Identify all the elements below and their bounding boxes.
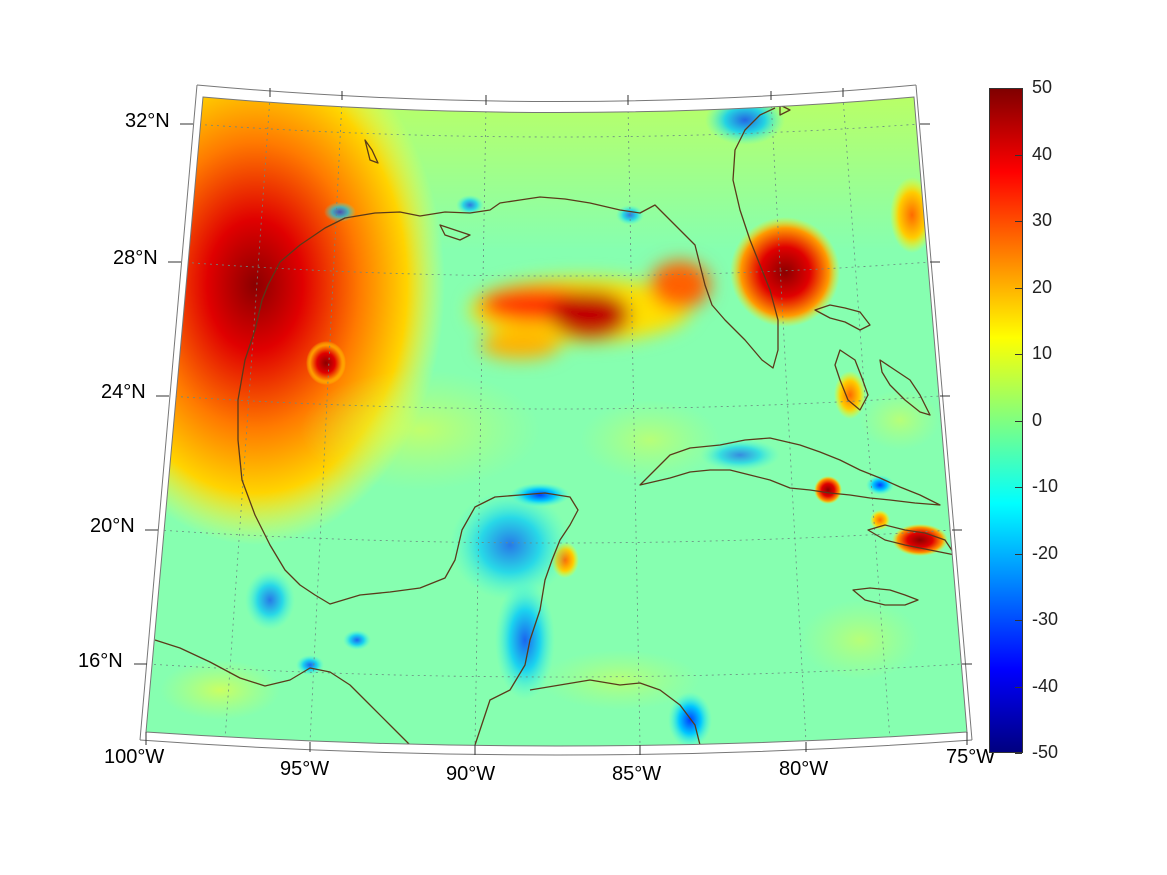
lat-label-24n: 24°N [101, 381, 146, 403]
graticule [147, 97, 963, 746]
colorbar-tick-label: 30 [1032, 210, 1053, 230]
colorbar-tick-mark [1015, 620, 1022, 621]
colorbar-tick-label: 10 [1032, 343, 1053, 363]
lon-label-80w: 80°W [779, 758, 829, 780]
colorbar-tick-label: -30 [1032, 609, 1059, 629]
cuba-coast [639, 437, 941, 506]
jamaica-coast [852, 587, 919, 606]
colorbar-tick-label: 40 [1032, 143, 1053, 164]
colorbar-tick-label: -10 [1032, 476, 1059, 496]
lon-label-95w: 95°W [280, 758, 330, 780]
colorbar-tick-mark [1015, 88, 1022, 89]
colorbar-tick-label: -20 [1032, 542, 1059, 563]
coastlines [154, 104, 956, 746]
lon-label-100w: 100°W [104, 746, 165, 768]
lon-label-90w: 90°W [446, 763, 496, 785]
colorbar-tick-label: 20 [1032, 276, 1053, 297]
central-america-coast [154, 639, 411, 746]
lon-label-75w: 75°W [946, 746, 996, 768]
hot-anomaly-central-gulf [470, 261, 710, 359]
colorbar-tick-mark [1015, 354, 1022, 355]
map-field [146, 97, 967, 746]
colorbar-tick-label: 0 [1032, 409, 1043, 430]
bahamas-islands [814, 304, 871, 331]
lat-label-20n: 20°N [90, 515, 135, 537]
colorbar-tick-label: 50 [1032, 77, 1053, 97]
colorbar-tick-mark [1015, 487, 1022, 488]
gulf-coast [237, 107, 779, 746]
colorbar-tick-mark [1015, 420, 1022, 422]
cold-anomaly-yucatan [450, 490, 570, 600]
colorbar-tick-mark [1015, 686, 1022, 688]
colorbar-tick-mark [1015, 221, 1022, 222]
colorbar-tick-label: -40 [1032, 675, 1059, 696]
lon-label-85w: 85°W [612, 763, 662, 785]
colorbar-tick-mark [1015, 287, 1022, 289]
map-frame [145, 96, 968, 747]
tick-marks [134, 88, 972, 755]
lat-label-16n: 16°N [78, 650, 123, 672]
colorbar-tick-mark [1015, 553, 1022, 555]
lat-label-28n: 28°N [113, 247, 158, 269]
colorbar-tick-mark [1015, 154, 1022, 156]
hot-anomaly-florida [730, 217, 840, 327]
colorbar-tick-label: -50 [1032, 742, 1059, 762]
hispaniola-coast [867, 524, 956, 556]
lat-label-32n: 32°N [125, 110, 170, 132]
colorbar-tick-mark [1015, 753, 1022, 754]
